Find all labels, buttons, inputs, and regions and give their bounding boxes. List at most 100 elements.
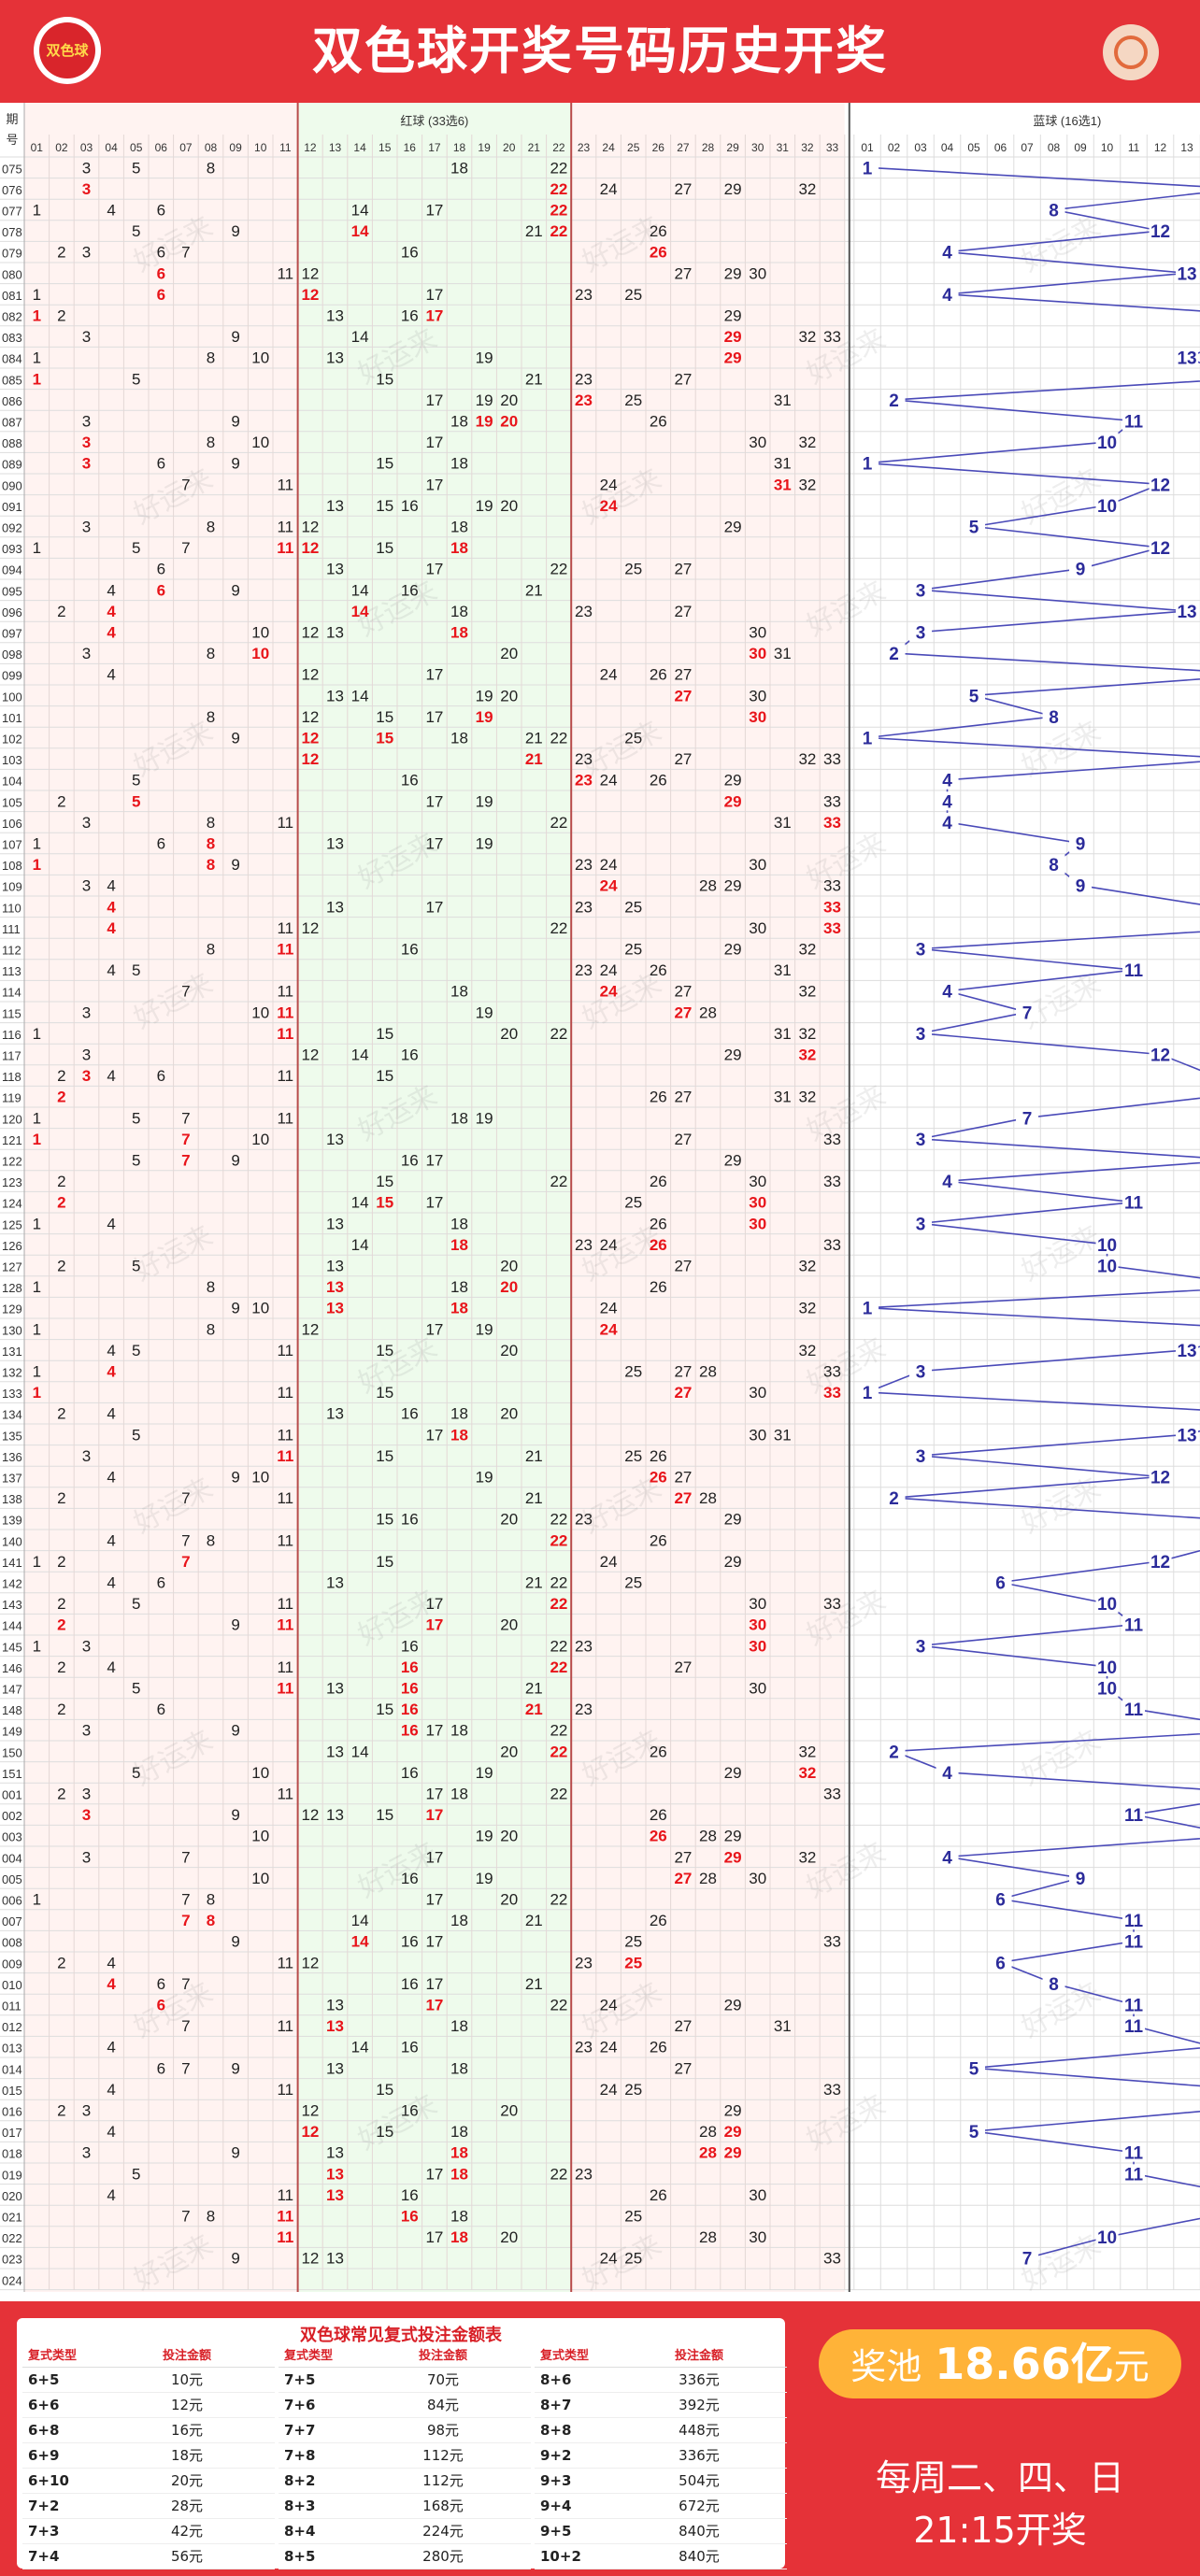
red-ball-mark: 33 (823, 2250, 841, 2268)
red-ball-mark: 27 (674, 666, 692, 684)
blue-ball-bg (989, 1953, 1012, 1972)
blue-column-header: 01 (861, 141, 874, 154)
red-ball-mark: 21 (525, 1975, 543, 1993)
red-ball-mark: 12 (301, 750, 319, 768)
red-ball-mark: 23 (575, 750, 593, 768)
red-ball-mark: 5 (132, 370, 140, 388)
blue-ball-mark: 12 (1150, 222, 1170, 242)
red-ball-mark: 26 (650, 1278, 667, 1296)
red-ball-mark: 33 (823, 1173, 841, 1190)
blue-ball-bg (963, 686, 986, 705)
red-ball-mark: 19 (476, 708, 493, 726)
red-column-header: 24 (602, 141, 615, 154)
red-ball-mark: 14 (351, 1046, 369, 1064)
red-zone-2 (297, 103, 572, 2292)
bet-amount: 84元 (426, 2397, 460, 2413)
red-ball-mark: 4 (107, 666, 115, 684)
red-ball-mark: 16 (401, 307, 419, 325)
red-ball-mark: 17 (425, 1722, 443, 1740)
red-ball-mark: 11 (277, 476, 293, 493)
red-ball-mark: 4 (107, 1574, 115, 1592)
red-ball-mark: 29 (724, 1553, 742, 1571)
red-ball-mark: 23 (575, 370, 593, 388)
red-ball-mark: 16 (401, 941, 419, 959)
red-ball-mark: 7 (181, 1912, 190, 1929)
red-ball-mark: 2 (57, 792, 65, 810)
red-ball-mark: 13 (326, 2017, 344, 2035)
issue-number: 114 (2, 986, 21, 1000)
red-ball-mark: 18 (450, 1786, 468, 1803)
red-ball-mark: 13 (326, 497, 344, 515)
red-ball-mark: 24 (600, 666, 618, 684)
blue-ball-mark: 4 (942, 792, 952, 812)
red-ball-mark: 6 (157, 455, 165, 473)
red-ball-mark: 8 (207, 434, 215, 451)
blue-ball-mark: 4 (942, 772, 952, 791)
red-ball-mark: 4 (107, 1658, 115, 1676)
bet-amount: 18元 (170, 2447, 204, 2464)
red-ball-mark: 13 (326, 1278, 344, 1296)
red-ball-mark: 1 (33, 1215, 41, 1232)
blue-ball-bg (1042, 200, 1065, 220)
red-ball-mark: 5 (132, 1258, 140, 1275)
issue-number: 013 (2, 2042, 22, 2056)
red-ball-mark: 22 (550, 1531, 567, 1549)
issue-number: 131 (2, 1345, 22, 1359)
red-ball-mark: 18 (450, 1236, 468, 1254)
blue-ball-bg (856, 1383, 879, 1402)
col-amount-header: 投注金额 (674, 2349, 723, 2363)
red-ball-mark: 16 (401, 1680, 419, 1698)
red-ball-mark: 14 (351, 1912, 369, 1929)
red-ball-mark: 27 (674, 750, 692, 768)
red-ball-mark: 1 (33, 1320, 41, 1338)
red-ball-mark: 28 (699, 1363, 717, 1381)
issue-number: 104 (2, 775, 22, 789)
bet-type: 7+3 (28, 2523, 60, 2540)
red-ball-mark: 26 (650, 961, 667, 979)
red-ball-mark: 11 (277, 2186, 293, 2204)
blue-ball-mark: 9 (1076, 1870, 1086, 1889)
bet-type: 7+4 (28, 2548, 60, 2565)
red-ball-mark: 28 (699, 877, 717, 895)
red-ball-mark: 7 (181, 1891, 190, 1909)
red-ball-mark: 16 (401, 2102, 419, 2120)
red-ball-mark: 24 (600, 1236, 618, 1254)
red-column-header: 10 (254, 141, 267, 154)
red-ball-mark: 16 (401, 2039, 419, 2057)
red-ball-mark: 16 (401, 1870, 419, 1887)
issue-number: 112 (2, 944, 21, 958)
red-ball-mark: 23 (575, 856, 593, 874)
issue-number: 123 (2, 1175, 22, 1189)
blue-ball-mark: 11 (1124, 2144, 1144, 2164)
red-ball-mark: 14 (351, 1236, 369, 1254)
red-ball-mark: 32 (798, 1743, 816, 1760)
blue-ball-bg (936, 981, 959, 1001)
red-ball-mark: 15 (376, 1025, 393, 1043)
red-ball-mark: 31 (774, 645, 792, 662)
red-ball-mark: 25 (624, 1194, 642, 1212)
red-ball-mark: 9 (231, 2059, 239, 2077)
issue-number: 088 (2, 436, 22, 450)
red-ball-mark: 3 (82, 1848, 91, 1866)
blue-ball-mark: 13 (1177, 1342, 1196, 1361)
red-ball-mark: 24 (600, 180, 618, 198)
red-ball-mark: 15 (376, 1511, 393, 1529)
blue-ball-mark: 4 (942, 286, 952, 306)
red-ball-mark: 12 (301, 539, 319, 557)
red-ball-mark: 24 (600, 497, 618, 515)
red-ball-mark: 18 (450, 1912, 468, 1929)
cost-row: 9+5 840元 (535, 2519, 787, 2544)
brand-menu-icon[interactable] (1103, 24, 1159, 80)
blue-ball-mark: 11 (1124, 1616, 1144, 1636)
red-ball-mark: 2 (57, 1067, 65, 1085)
red-ball-mark: 23 (575, 1637, 593, 1655)
red-ball-mark: 1 (33, 1553, 41, 1571)
red-ball-mark: 17 (425, 666, 443, 684)
blue-ball-mark: 8 (1049, 202, 1059, 221)
red-ball-mark: 13 (326, 624, 344, 642)
red-ball-mark: 33 (823, 750, 841, 768)
issue-number: 136 (2, 1450, 22, 1464)
red-ball-mark: 6 (157, 581, 165, 599)
red-ball-mark: 29 (724, 772, 742, 790)
red-ball-mark: 4 (107, 1469, 115, 1487)
